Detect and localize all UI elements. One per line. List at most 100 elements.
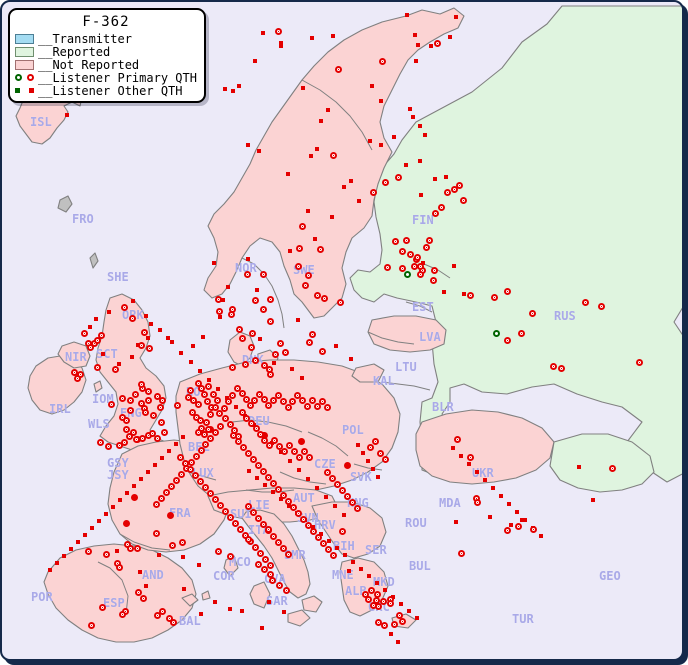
marker-listener-other-qth[interactable] <box>271 490 275 494</box>
marker-listener-primary-qth[interactable] <box>255 515 262 522</box>
marker-listener-primary-qth[interactable] <box>81 330 88 337</box>
marker-listener-primary-qth[interactable] <box>261 566 268 573</box>
marker-listener-primary-qth[interactable] <box>636 359 643 366</box>
marker-listener-primary-qth[interactable] <box>188 459 195 466</box>
marker-listener-primary-qth[interactable] <box>286 442 293 449</box>
marker-listener-primary-qth[interactable] <box>291 448 298 455</box>
marker-listener-primary-qth[interactable] <box>255 462 262 469</box>
marker-listener-primary-qth[interactable] <box>129 315 136 322</box>
marker-listener-primary-qth[interactable] <box>270 397 277 404</box>
marker-listener-primary-qth[interactable] <box>237 526 244 533</box>
marker-listener-other-qth[interactable] <box>260 626 264 630</box>
marker-listener-other-qth[interactable] <box>349 179 353 183</box>
marker-listener-primary-qth[interactable] <box>399 248 406 255</box>
marker-listener-other-qth[interactable] <box>413 33 417 37</box>
marker-listener-primary-qth[interactable] <box>230 432 237 439</box>
marker-listener-other-qth[interactable] <box>591 498 595 502</box>
marker-listener-primary-qth[interactable] <box>127 397 134 404</box>
marker-listener-other-qth[interactable] <box>311 525 315 529</box>
marker-listener-other-qth[interactable] <box>319 532 323 536</box>
marker-listener-primary-qth[interactable] <box>130 429 137 436</box>
marker-listener-other-qth[interactable] <box>131 299 135 303</box>
marker-listener-other-qth[interactable] <box>288 249 292 253</box>
marker-listener-other-qth[interactable] <box>379 143 383 147</box>
marker-listener-primary-qth[interactable] <box>296 245 303 252</box>
marker-listener-primary-qth[interactable] <box>141 329 148 336</box>
marker-listener-other-qth[interactable] <box>429 44 433 48</box>
marker-listener-other-qth[interactable] <box>76 540 80 544</box>
marker-listener-primary-qth[interactable] <box>229 364 236 371</box>
marker-listener-primary-qth[interactable] <box>119 611 126 618</box>
marker-listener-primary-qth[interactable] <box>154 393 161 400</box>
marker-listener-primary-qth[interactable] <box>245 536 252 543</box>
marker-listener-other-qth[interactable] <box>539 534 543 538</box>
marker-listener-primary-qth[interactable] <box>217 502 224 509</box>
marker-listener-primary-qth[interactable] <box>227 421 234 428</box>
marker-listener-primary-qth[interactable] <box>207 411 214 418</box>
marker-listener-other-qth[interactable] <box>419 193 423 197</box>
marker-listener-primary-qth[interactable] <box>454 436 461 443</box>
marker-listener-other-qth[interactable] <box>418 159 422 163</box>
marker-listener-primary-qth[interactable] <box>295 263 302 270</box>
marker-listener-primary-qth[interactable] <box>222 508 229 515</box>
marker-listener-primary-qth[interactable] <box>158 419 165 426</box>
marker-listener-other-qth[interactable] <box>334 344 338 348</box>
marker-listener-primary-qth[interactable] <box>319 398 326 405</box>
marker-listener-primary-qth[interactable] <box>154 435 161 442</box>
marker-listener-primary-qth[interactable] <box>300 516 307 523</box>
marker-listener-primary-qth[interactable] <box>272 351 279 358</box>
marker-listener-primary-qth[interactable] <box>112 366 119 373</box>
marker-listener-primary-qth[interactable] <box>207 490 214 497</box>
marker-listener-other-qth[interactable] <box>349 357 353 361</box>
marker-listener-other-qth[interactable] <box>315 486 319 490</box>
marker-listener-primary-qth[interactable] <box>250 509 257 516</box>
marker-listener-other-qth[interactable] <box>405 13 409 17</box>
marker-listener-primary-qth[interactable] <box>251 397 258 404</box>
marker-listener-primary-qth[interactable] <box>281 448 288 455</box>
marker-listener-other-qth[interactable] <box>343 553 347 557</box>
marker-listener-primary-qth[interactable] <box>315 534 322 541</box>
marker-listener-primary-qth[interactable] <box>339 487 346 494</box>
marker-listener-primary-qth[interactable] <box>305 272 312 279</box>
marker-listener-primary-qth[interactable] <box>306 454 313 461</box>
marker-listener-primary-qth[interactable] <box>159 608 166 615</box>
marker-listener-other-qth[interactable] <box>454 520 458 524</box>
marker-listener-other-qth[interactable] <box>104 512 108 516</box>
marker-listener-primary-qth[interactable] <box>94 337 101 344</box>
marker-listener-primary-qth[interactable] <box>248 420 255 427</box>
marker-listener-primary-qth[interactable] <box>305 522 312 529</box>
marker-listener-primary-qth[interactable] <box>135 589 142 596</box>
marker-listener-other-qth[interactable] <box>347 569 351 573</box>
marker-listener-other-qth[interactable] <box>326 108 330 112</box>
marker-listener-primary-qth[interactable] <box>265 526 272 533</box>
marker-listener-primary-qth[interactable] <box>330 552 337 559</box>
marker-listener-primary-qth[interactable] <box>244 271 251 278</box>
marker-listener-primary-qth[interactable] <box>275 486 282 493</box>
marker-listener-primary-qth[interactable] <box>387 600 394 607</box>
marker-listener-primary-qth[interactable] <box>134 545 141 552</box>
marker-listener-primary-qth[interactable] <box>242 361 249 368</box>
marker-listener-primary-qth[interactable] <box>280 492 287 499</box>
marker-listener-primary-qth[interactable] <box>276 443 283 450</box>
marker-listener-other-qth[interactable] <box>198 369 202 373</box>
marker-listener-primary-qth[interactable] <box>417 263 424 270</box>
marker-listener-primary-qth[interactable] <box>282 349 289 356</box>
marker-listener-other-qth[interactable] <box>213 600 217 604</box>
marker-listener-other-qth[interactable] <box>261 31 265 35</box>
marker-listener-primary-qth[interactable] <box>228 311 235 318</box>
marker-listener-primary-qth[interactable] <box>285 498 292 505</box>
marker-listener-other-qth[interactable] <box>101 352 105 356</box>
marker-listener-other-qth[interactable] <box>368 139 372 143</box>
marker-listener-primary-qth[interactable] <box>201 431 208 438</box>
marker-listener-other-qth[interactable] <box>189 360 193 364</box>
marker-listener-primary-qth[interactable] <box>205 426 212 433</box>
marker-listener-other-qth[interactable] <box>306 477 310 481</box>
marker-listener-other-qth[interactable] <box>149 322 153 326</box>
marker-listener-other-qth[interactable] <box>523 518 527 522</box>
marker-listener-primary-qth[interactable] <box>187 387 194 394</box>
marker-listener-primary-qth[interactable] <box>187 466 194 473</box>
marker-listener-primary-qth[interactable] <box>239 335 246 342</box>
marker-listener-primary-qth[interactable] <box>97 439 104 446</box>
marker-listener-primary-qth[interactable] <box>337 299 344 306</box>
marker-listener-primary-qth[interactable] <box>299 223 306 230</box>
